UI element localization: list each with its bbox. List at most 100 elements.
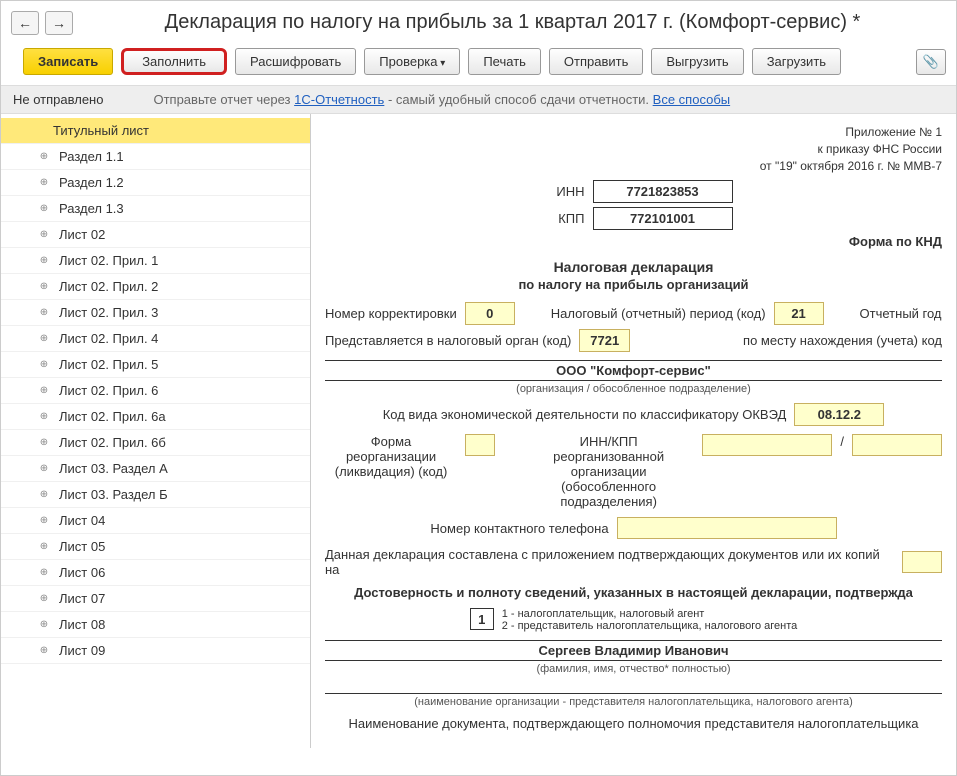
sidebar-item-label: Раздел 1.3 bbox=[59, 201, 124, 216]
sidebar-item-label: Лист 02. Прил. 6б bbox=[59, 435, 166, 450]
sidebar-item[interactable]: ⊕ Лист 07 bbox=[1, 586, 310, 612]
sections-sidebar: Титульный лист⊕Раздел 1.1⊕Раздел 1.2⊕Раз… bbox=[1, 114, 311, 748]
reorg-inn-field[interactable] bbox=[702, 434, 832, 456]
period-label: Налоговый (отчетный) период (код) bbox=[551, 306, 766, 321]
sidebar-item-label: Лист 02. Прил. 5 bbox=[59, 357, 158, 372]
expand-icon: ⊕ bbox=[37, 462, 51, 476]
page-title: Декларация по налогу на прибыль за 1 ква… bbox=[79, 7, 946, 38]
sidebar-item[interactable]: ⊕ Лист 02. Прил. 2 bbox=[1, 274, 310, 300]
sidebar-item[interactable]: ⊕ Лист 02. Прил. 1 bbox=[1, 248, 310, 274]
attachment-button[interactable]: 📎 bbox=[916, 49, 946, 75]
reorg-code-field[interactable] bbox=[465, 434, 495, 456]
export-button[interactable]: Выгрузить bbox=[651, 48, 743, 75]
link-all-methods[interactable]: Все способы bbox=[653, 92, 730, 107]
inn-label: ИНН bbox=[535, 184, 585, 199]
fio-value: Сергеев Владимир Иванович bbox=[325, 643, 942, 658]
check-button[interactable]: Проверка bbox=[364, 48, 460, 75]
sidebar-item[interactable]: ⊕Лист 05 bbox=[1, 534, 310, 560]
sidebar-item[interactable]: ⊕ Лист 02. Прил. 6б bbox=[1, 430, 310, 456]
sidebar-item[interactable]: Титульный лист bbox=[1, 118, 310, 144]
expand-icon: ⊕ bbox=[37, 332, 51, 346]
expand-icon: ⊕ bbox=[37, 410, 51, 424]
expand-icon: ⊕ bbox=[37, 384, 51, 398]
sidebar-item[interactable]: ⊕Раздел 1.2 bbox=[1, 170, 310, 196]
nav-back-button[interactable]: ← bbox=[11, 11, 39, 35]
sidebar-item-label: Лист 02. Прил. 6а bbox=[59, 409, 166, 424]
record-button[interactable]: Записать bbox=[23, 48, 113, 75]
sidebar-item-label: Лист 02. Прил. 1 bbox=[59, 253, 158, 268]
phone-field[interactable] bbox=[617, 517, 837, 539]
org-sub: (организация / обособленное подразделени… bbox=[325, 383, 942, 395]
fill-button[interactable]: Заполнить bbox=[121, 48, 227, 75]
expand-icon: ⊕ bbox=[37, 280, 51, 294]
sidebar-item-label: Лист 02 bbox=[59, 227, 105, 242]
expand-icon: ⊕ bbox=[37, 488, 51, 502]
sidebar-item[interactable]: ⊕Лист 02. Прил. 3 bbox=[1, 300, 310, 326]
send-button[interactable]: Отправить bbox=[549, 48, 643, 75]
sidebar-item-label: Лист 02. Прил. 2 bbox=[59, 279, 158, 294]
nav-forward-button[interactable]: → bbox=[45, 11, 73, 35]
import-button[interactable]: Загрузить bbox=[752, 48, 841, 75]
sidebar-item[interactable]: ⊕ Раздел 1.3 bbox=[1, 196, 310, 222]
corr-field[interactable]: 0 bbox=[465, 302, 515, 325]
expand-icon: ⊕ bbox=[37, 202, 51, 216]
inn-value: 7721823853 bbox=[593, 180, 733, 203]
expand-icon: ⊕ bbox=[37, 436, 51, 450]
sidebar-item[interactable]: ⊕Лист 02. Прил. 6 bbox=[1, 378, 310, 404]
sidebar-item[interactable]: ⊕Лист 08 bbox=[1, 612, 310, 638]
sidebar-item[interactable]: ⊕Лист 06 bbox=[1, 560, 310, 586]
doc-title: Налоговая декларация bbox=[325, 259, 942, 275]
expand-icon: ⊕ bbox=[37, 150, 51, 164]
sidebar-item[interactable]: ⊕ Лист 03. Раздел А bbox=[1, 456, 310, 482]
fio-sub: (фамилия, имя, отчество* полностью) bbox=[325, 663, 942, 675]
expand-icon: ⊕ bbox=[37, 254, 51, 268]
sidebar-item-label: Лист 04 bbox=[59, 513, 105, 528]
link-1c-reporting[interactable]: 1С-Отчетность bbox=[294, 92, 384, 107]
sidebar-item-label: Лист 02. Прил. 3 bbox=[59, 305, 158, 320]
expand-icon: ⊕ bbox=[37, 566, 51, 580]
submit-org-field[interactable]: 7721 bbox=[579, 329, 630, 352]
expand-icon: ⊕ bbox=[37, 592, 51, 606]
sidebar-item[interactable]: ⊕ Лист 02. Прил. 4 bbox=[1, 326, 310, 352]
sidebar-item-label: Лист 08 bbox=[59, 617, 105, 632]
reorg-kpp-field[interactable] bbox=[852, 434, 942, 456]
sidebar-item[interactable]: ⊕Лист 09 bbox=[1, 638, 310, 664]
confirm-code-box[interactable]: 1 bbox=[470, 608, 494, 630]
reorg-inn-label2: организации (обособленного bbox=[523, 464, 694, 494]
expand-icon: ⊕ bbox=[37, 644, 51, 658]
reorg-inn-label3: подразделения) bbox=[523, 494, 694, 509]
sidebar-item-label: Лист 03. Раздел Б bbox=[59, 487, 168, 502]
reorg-inn-label1: ИНН/КПП реорганизованной bbox=[523, 434, 694, 464]
expand-icon: ⊕ bbox=[37, 228, 51, 242]
sidebar-item-label: Лист 02. Прил. 4 bbox=[59, 331, 158, 346]
sidebar-item[interactable]: ⊕ Лист 02 bbox=[1, 222, 310, 248]
doc-subtitle: по налогу на прибыль организаций bbox=[325, 277, 942, 292]
reorg-label1: Форма реорганизации bbox=[325, 434, 457, 464]
sidebar-item-label: Раздел 1.1 bbox=[59, 149, 124, 164]
sidebar-item[interactable]: ⊕ Раздел 1.1 bbox=[1, 144, 310, 170]
sidebar-item-label: Раздел 1.2 bbox=[59, 175, 124, 190]
org-rep-sub: (наименование организации - представител… bbox=[325, 696, 942, 708]
send-status-label: Не отправлено bbox=[13, 92, 103, 107]
confirm-title: Достоверность и полноту сведений, указан… bbox=[325, 585, 942, 600]
period-field[interactable]: 21 bbox=[774, 302, 824, 325]
sidebar-item[interactable]: ⊕ Лист 03. Раздел Б bbox=[1, 482, 310, 508]
doc-confirm-label: Наименование документа, подтверждающего … bbox=[325, 716, 942, 731]
sidebar-item-label: Титульный лист bbox=[53, 123, 149, 138]
sidebar-item[interactable]: ⊕Лист 02. Прил. 5 bbox=[1, 352, 310, 378]
year-label: Отчетный год bbox=[860, 306, 942, 321]
print-button[interactable]: Печать bbox=[468, 48, 541, 75]
phone-label: Номер контактного телефона bbox=[430, 521, 608, 536]
kpp-label: КПП bbox=[535, 211, 585, 226]
sidebar-item[interactable]: ⊕Лист 04 bbox=[1, 508, 310, 534]
decode-button[interactable]: Расшифровать bbox=[235, 48, 356, 75]
okved-field[interactable]: 08.12.2 bbox=[794, 403, 884, 426]
reorg-label2: (ликвидация) (код) bbox=[325, 464, 457, 479]
attach-field[interactable] bbox=[902, 551, 942, 573]
okved-label: Код вида экономической деятельности по к… bbox=[383, 407, 787, 422]
sidebar-item[interactable]: ⊕ Лист 02. Прил. 6а bbox=[1, 404, 310, 430]
sidebar-item-label: Лист 03. Раздел А bbox=[59, 461, 168, 476]
knd-label: Форма по КНД bbox=[325, 234, 942, 249]
sidebar-item-label: Лист 07 bbox=[59, 591, 105, 606]
appendix-info: Приложение № 1 к приказу ФНС России от "… bbox=[325, 124, 942, 174]
